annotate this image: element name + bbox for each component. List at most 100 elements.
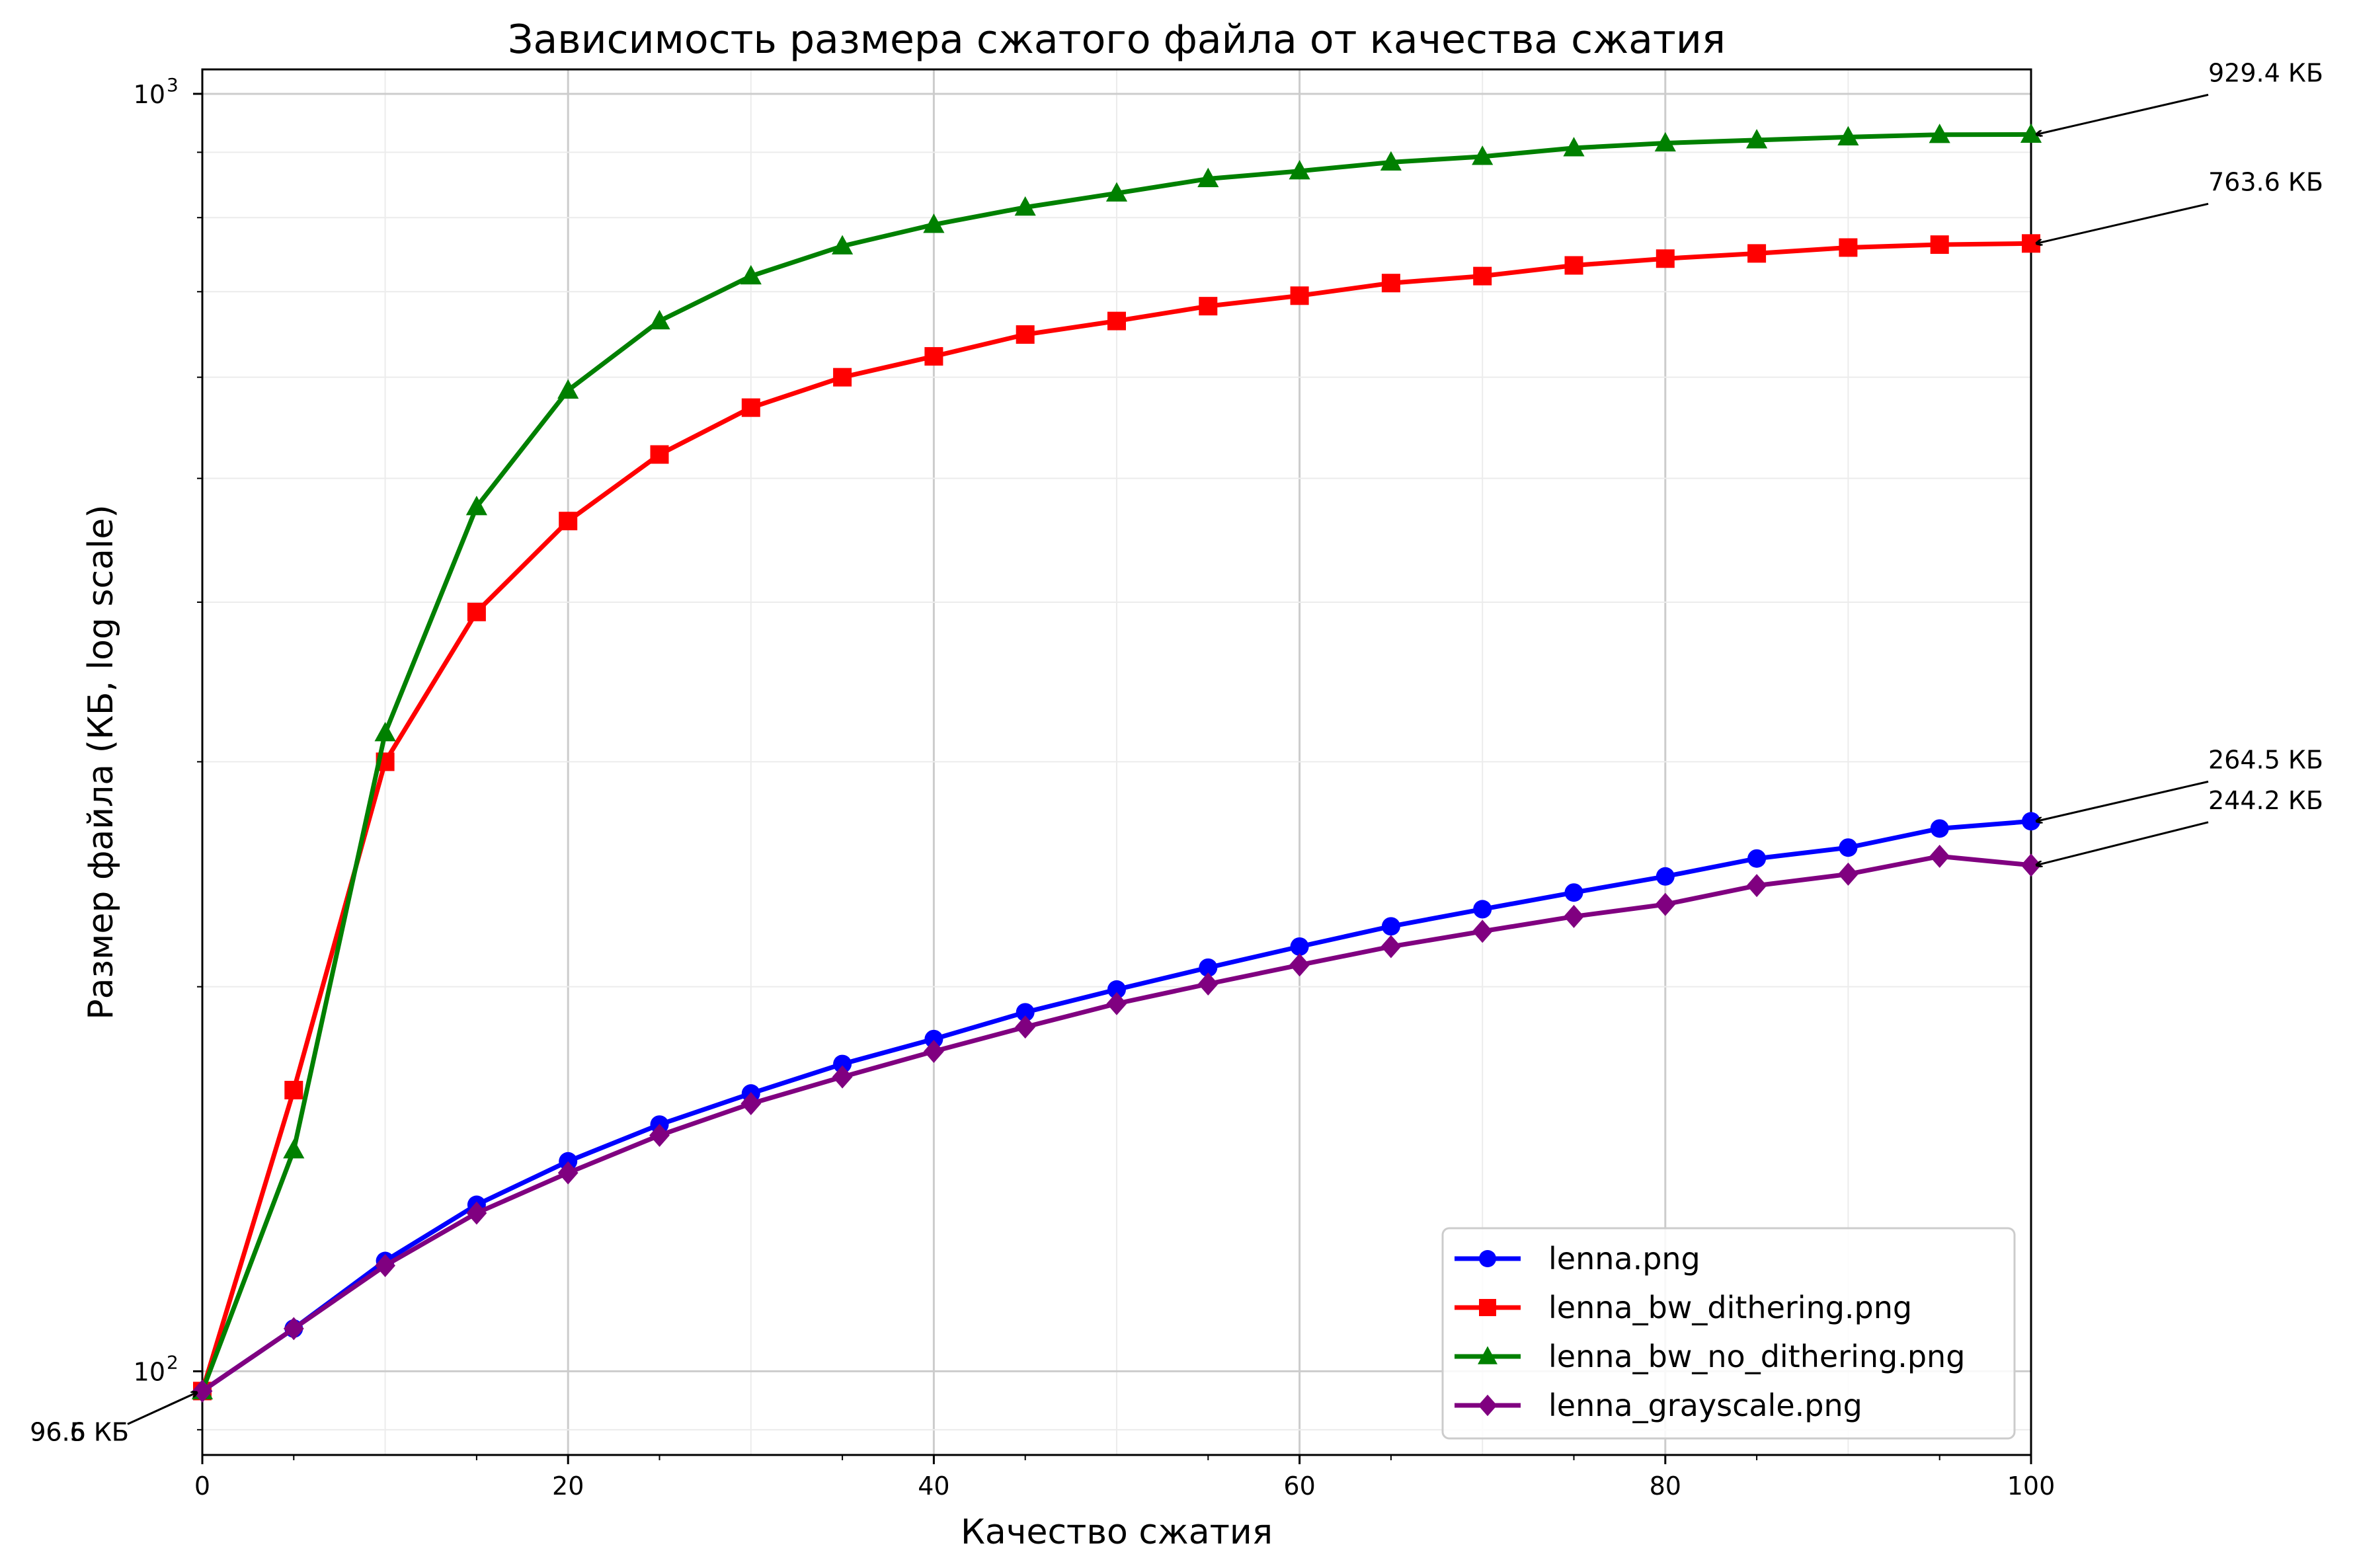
legend-marker	[1479, 1299, 1496, 1316]
data-point	[559, 512, 578, 531]
data-point	[740, 1092, 762, 1116]
data-point	[650, 445, 669, 464]
data-point	[2022, 812, 2040, 831]
data-point	[1473, 266, 1492, 286]
data-point	[1289, 953, 1310, 977]
data-point	[1289, 160, 1310, 180]
data-point	[1014, 196, 1036, 216]
data-point	[1838, 862, 1858, 886]
data-point	[1197, 972, 1218, 996]
data-point	[2020, 853, 2042, 877]
annotation-label: 96.6 КБ	[30, 1417, 129, 1446]
data-point	[1929, 123, 1950, 143]
annotation-label: 244.2 КБ	[2208, 786, 2323, 815]
data-point	[1839, 238, 1858, 257]
data-point	[1747, 849, 1767, 868]
data-point	[1290, 937, 1309, 956]
data-point	[740, 264, 762, 285]
series-group	[191, 123, 2042, 1403]
data-point	[1380, 151, 1402, 171]
y-tick-exponent: 2	[167, 1351, 179, 1373]
data-point	[1654, 132, 1676, 152]
data-point	[1655, 892, 1676, 916]
y-tick-label: 10	[134, 1357, 165, 1386]
data-point	[1930, 235, 1949, 255]
x-tick-label: 40	[918, 1471, 949, 1501]
y-tick-exponent: 3	[167, 74, 179, 96]
legend-marker	[1478, 1394, 1498, 1417]
data-point	[1473, 900, 1492, 919]
data-point	[1837, 126, 1859, 145]
x-tick-label: 100	[2007, 1471, 2056, 1501]
annotation-label: 96.5 КБ	[30, 1417, 129, 1446]
data-point	[1106, 992, 1127, 1015]
data-point	[832, 235, 854, 255]
series-2	[193, 234, 2040, 1401]
chart-title: Зависимость размера сжатого файла от кач…	[508, 17, 1726, 63]
data-point	[741, 398, 760, 417]
data-point	[1564, 904, 1584, 928]
data-point	[1380, 935, 1402, 959]
data-point	[1746, 129, 1768, 149]
annotation-arrow	[2036, 202, 2209, 243]
data-point	[1746, 874, 1767, 898]
data-point	[924, 1029, 943, 1048]
data-point	[465, 495, 487, 516]
annotation-label: 264.5 КБ	[2208, 745, 2323, 774]
data-point	[466, 1201, 487, 1225]
data-point	[192, 1379, 213, 1403]
data-point	[833, 1054, 852, 1074]
data-point	[1016, 325, 1035, 344]
annotation-arrow	[2036, 780, 2209, 821]
data-point	[923, 213, 945, 233]
legend-marker	[1478, 1346, 1498, 1364]
data-point	[924, 1039, 944, 1063]
data-point	[1381, 274, 1400, 293]
data-point	[1472, 145, 1494, 165]
legend-marker	[1479, 1250, 1496, 1267]
data-point	[283, 1138, 305, 1159]
annotation-arrow	[2036, 821, 2209, 865]
data-point	[467, 602, 486, 621]
x-tick-label: 0	[194, 1471, 210, 1501]
data-point	[1929, 844, 1950, 868]
data-point	[1015, 1015, 1036, 1039]
x-tick-label: 80	[1650, 1471, 1681, 1501]
data-point	[1290, 286, 1309, 305]
legend-label: lenna_bw_dithering.png	[1548, 1290, 1912, 1325]
data-point	[833, 368, 852, 387]
data-point	[1199, 297, 1218, 316]
annotations: 929.4 КБ 763.6 КБ 264.5 КБ 244.2 КБ 96.6 КБ9…	[30, 58, 2323, 1446]
data-point	[1563, 137, 1585, 157]
y-tick-label: 10	[134, 80, 165, 109]
data-point	[1564, 883, 1583, 902]
data-point	[924, 347, 943, 366]
data-point	[375, 1253, 395, 1277]
data-point	[1197, 167, 1219, 188]
series-3	[191, 123, 2042, 1399]
data-point	[1656, 249, 1675, 268]
series-4	[192, 844, 2042, 1403]
data-point	[1016, 1003, 1035, 1022]
legend-label: lenna_bw_no_dithering.png	[1548, 1339, 1965, 1374]
data-point	[1472, 920, 1493, 943]
data-point	[1747, 244, 1767, 263]
data-point	[649, 1124, 670, 1148]
data-point	[1107, 980, 1126, 999]
data-point	[283, 1317, 304, 1341]
annotation-label: 929.4 КБ	[2208, 58, 2323, 87]
annotation-arrow	[2036, 93, 2209, 134]
data-point	[1930, 819, 1949, 838]
legend-box	[1441, 1227, 2016, 1440]
data-point	[1107, 311, 1126, 331]
x-tick-label: 60	[1283, 1471, 1315, 1501]
data-point	[557, 379, 579, 399]
data-point	[2020, 123, 2042, 143]
data-point	[1381, 917, 1400, 936]
annotation-label: 763.6 КБ	[2208, 167, 2323, 196]
legend: lenna.png lenna_bw_dithering.png lenna_bw_…	[1441, 1227, 2016, 1440]
data-point	[557, 1161, 579, 1185]
data-point	[284, 1081, 303, 1100]
